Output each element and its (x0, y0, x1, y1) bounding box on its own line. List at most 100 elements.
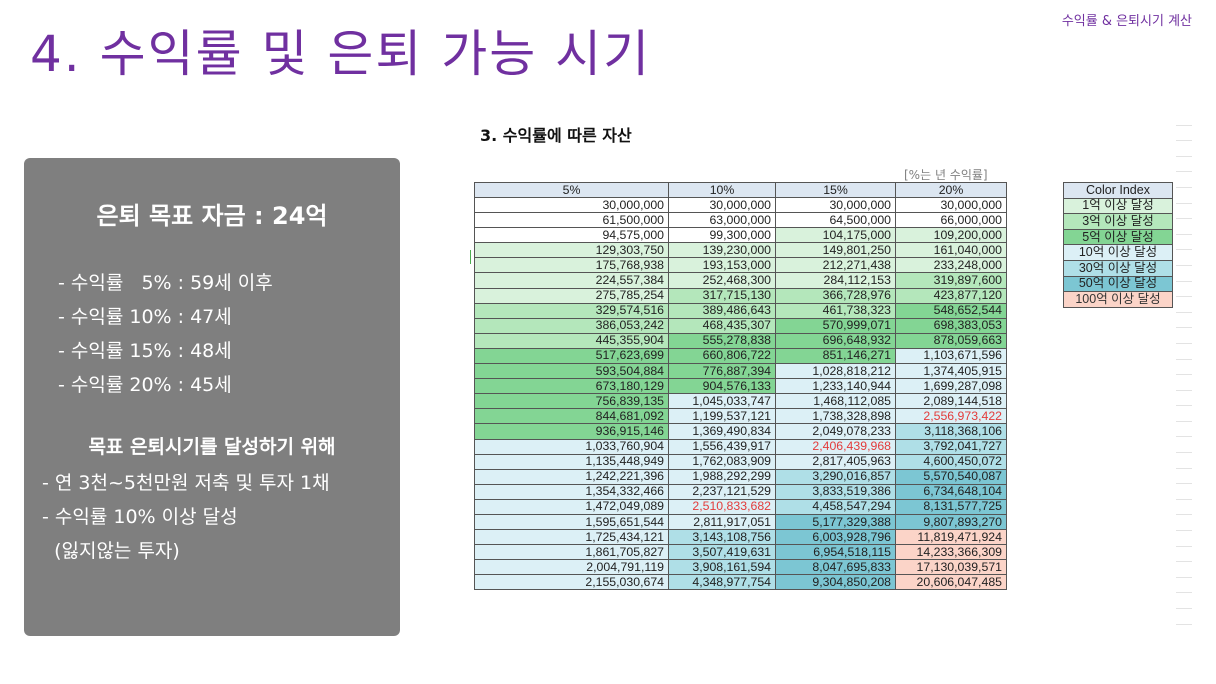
table-cell[interactable]: 1,725,434,121 (474, 529, 669, 546)
table-cell[interactable]: 252,468,300 (668, 272, 776, 289)
table-cell[interactable]: 30,000,000 (895, 196, 1007, 214)
table-cell[interactable]: 3,290,016,857 (775, 468, 896, 485)
table-cell[interactable]: 1,762,083,909 (668, 453, 776, 470)
table-cell[interactable]: 2,811,917,051 (668, 513, 776, 531)
table-cell[interactable]: 2,089,144,518 (895, 393, 1007, 410)
table-cell[interactable]: 4,458,547,294 (775, 498, 896, 515)
table-cell[interactable]: 593,504,884 (474, 363, 669, 380)
table-cell[interactable]: 66,000,000 (895, 212, 1007, 229)
table-cell[interactable]: 878,059,663 (895, 332, 1007, 349)
table-cell[interactable]: 1,028,818,212 (775, 363, 896, 380)
table-cell[interactable]: 1,988,292,299 (668, 468, 776, 485)
table-cell[interactable]: 63,000,000 (668, 212, 776, 229)
table-cell[interactable]: 555,278,838 (668, 332, 776, 349)
table-cell[interactable]: 14,233,366,309 (895, 544, 1007, 561)
table-cell[interactable]: 275,785,254 (474, 287, 669, 304)
table-cell[interactable]: 8,131,577,725 (895, 498, 1007, 515)
table-cell[interactable]: 149,801,250 (775, 242, 896, 259)
table-cell[interactable]: 1,472,049,089 (474, 498, 669, 515)
table-cell[interactable]: 224,557,384 (474, 272, 669, 289)
table-cell[interactable]: 445,355,904 (474, 332, 669, 349)
table-cell[interactable]: 468,435,307 (668, 317, 776, 334)
asset-table-viewport[interactable]: 5% 10% 15% 20% 30,000,000 30,000,000 30,00… (474, 182, 1010, 624)
table-cell[interactable]: 570,999,071 (775, 317, 896, 334)
table-cell[interactable]: 548,652,544 (895, 302, 1007, 319)
table-cell[interactable]: 698,383,053 (895, 317, 1007, 334)
table-cell[interactable]: 2,817,405,963 (775, 453, 896, 470)
table-cell[interactable]: 5,570,540,087 (895, 468, 1007, 485)
table-cell[interactable]: 20,606,047,485 (895, 574, 1007, 591)
table-cell[interactable]: 1,699,287,098 (895, 378, 1007, 395)
table-cell[interactable]: 3,833,519,386 (775, 483, 896, 500)
table-cell[interactable]: 1,595,651,544 (474, 513, 669, 531)
table-cell[interactable]: 1,738,328,898 (775, 408, 896, 425)
table-cell[interactable]: 9,807,893,270 (895, 513, 1007, 531)
table-cell[interactable]: 2,155,030,674 (474, 574, 669, 591)
table-cell[interactable]: 851,146,271 (775, 347, 896, 365)
table-cell[interactable]: 317,715,130 (668, 287, 776, 304)
table-cell[interactable]: 161,040,000 (895, 242, 1007, 259)
table-cell[interactable]: 30,000,000 (775, 196, 896, 214)
table-cell[interactable]: 61,500,000 (474, 212, 669, 229)
table-cell[interactable]: 904,576,133 (668, 378, 776, 395)
table-cell[interactable]: 30,000,000 (474, 196, 669, 214)
table-cell[interactable]: 2,556,973,422 (895, 408, 1007, 425)
table-cell[interactable]: 756,839,135 (474, 393, 669, 410)
table-cell[interactable]: 3,143,108,756 (668, 529, 776, 546)
table-cell[interactable]: 2,049,078,233 (775, 423, 896, 440)
table-cell[interactable]: 389,486,643 (668, 302, 776, 319)
table-cell[interactable]: 3,792,041,727 (895, 438, 1007, 455)
table-cell[interactable]: 139,230,000 (668, 242, 776, 259)
table-cell[interactable]: 2,237,121,529 (668, 483, 776, 500)
table-cell[interactable]: 5,177,329,388 (775, 513, 896, 531)
table-cell[interactable]: 284,112,153 (775, 272, 896, 289)
table-cell[interactable]: 3,118,368,106 (895, 423, 1007, 440)
table-cell[interactable]: 212,271,438 (775, 257, 896, 274)
table-cell[interactable]: 1,033,760,904 (474, 438, 669, 455)
table-cell[interactable]: 1,242,221,396 (474, 468, 669, 485)
table-cell[interactable]: 1,369,490,834 (668, 423, 776, 440)
table-cell[interactable]: 1,045,033,747 (668, 393, 776, 410)
table-cell[interactable]: 696,648,932 (775, 332, 896, 349)
table-cell[interactable]: 1,233,140,944 (775, 378, 896, 395)
table-cell[interactable]: 1,556,439,917 (668, 438, 776, 455)
table-cell[interactable]: 99,300,000 (668, 227, 776, 244)
table-cell[interactable]: 109,200,000 (895, 227, 1007, 244)
table-cell[interactable]: 1,468,112,085 (775, 393, 896, 410)
column-header[interactable]: 5% (474, 182, 669, 198)
table-cell[interactable]: 3,507,419,631 (668, 544, 776, 561)
table-cell[interactable]: 2,004,791,119 (474, 559, 669, 576)
table-cell[interactable]: 329,574,516 (474, 302, 669, 319)
table-cell[interactable]: 660,806,722 (668, 347, 776, 365)
table-cell[interactable]: 233,248,000 (895, 257, 1007, 274)
table-cell[interactable]: 64,500,000 (775, 212, 896, 229)
table-cell[interactable]: 366,728,976 (775, 287, 896, 304)
table-cell[interactable]: 11,819,471,924 (895, 529, 1007, 546)
table-cell[interactable]: 1,354,332,466 (474, 483, 669, 500)
table-cell[interactable]: 9,304,850,208 (775, 574, 896, 591)
table-cell[interactable]: 1,103,671,596 (895, 347, 1007, 365)
table-cell[interactable]: 129,303,750 (474, 242, 669, 259)
table-cell[interactable]: 1,199,537,121 (668, 408, 776, 425)
table-cell[interactable]: 936,915,146 (474, 423, 669, 440)
table-cell[interactable]: 17,130,039,571 (895, 559, 1007, 576)
table-cell[interactable]: 8,047,695,833 (775, 559, 896, 576)
table-cell[interactable]: 673,180,129 (474, 378, 669, 395)
table-cell[interactable]: 461,738,323 (775, 302, 896, 319)
table-cell[interactable]: 2,406,439,968 (775, 438, 896, 455)
table-cell[interactable]: 423,877,120 (895, 287, 1007, 304)
table-cell[interactable]: 4,600,450,072 (895, 453, 1007, 470)
column-header[interactable]: 15% (775, 182, 896, 198)
table-cell[interactable]: 30,000,000 (668, 196, 776, 214)
table-cell[interactable]: 6,954,518,115 (775, 544, 896, 561)
table-cell[interactable]: 3,908,161,594 (668, 559, 776, 576)
table-cell[interactable]: 104,175,000 (775, 227, 896, 244)
table-cell[interactable]: 1,861,705,827 (474, 544, 669, 561)
table-cell[interactable]: 1,374,405,915 (895, 363, 1007, 380)
table-cell[interactable]: 386,053,242 (474, 317, 669, 334)
table-cell[interactable]: 4,348,977,754 (668, 574, 776, 591)
column-header[interactable]: 10% (668, 182, 776, 198)
column-header[interactable]: 20% (895, 182, 1007, 198)
table-cell[interactable]: 94,575,000 (474, 227, 669, 244)
table-cell[interactable]: 2,510,833,682 (668, 498, 776, 515)
